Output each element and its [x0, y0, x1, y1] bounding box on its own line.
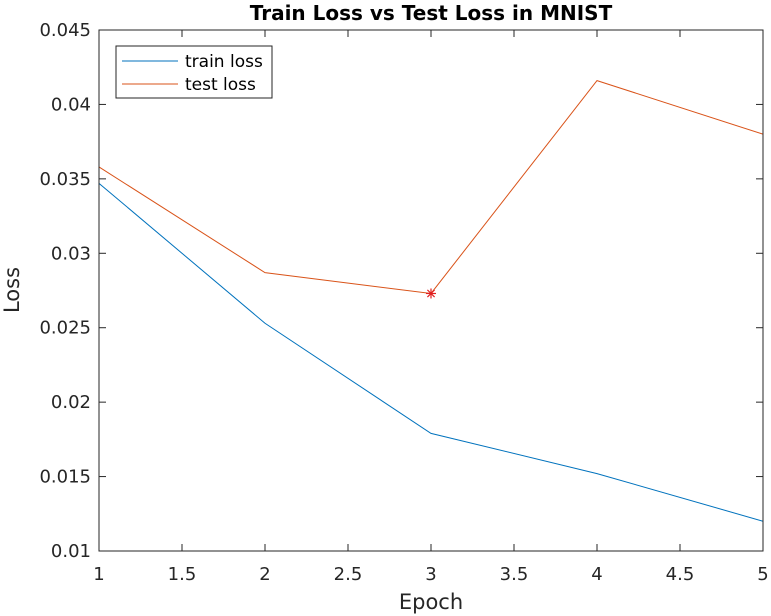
legend-label-train-loss: train loss: [185, 52, 263, 72]
y-axis-label: Loss: [0, 267, 24, 313]
legend-label-test-loss: test loss: [185, 75, 256, 95]
tick-labels: 1 1.5 2 2.5 3 3.5 4 4.5 5 0.01 0.015 0.02 0.025 0.03 0…: [39, 20, 768, 585]
x-tick-label: 1.5: [168, 564, 197, 585]
y-tick-label: 0.025: [39, 318, 91, 339]
x-tick-label: 2: [259, 564, 270, 585]
y-tick-label: 0.035: [39, 169, 91, 190]
legend: train loss test loss: [115, 45, 273, 99]
x-tick-label: 3.5: [500, 564, 529, 585]
x-tick-label: 3: [425, 564, 436, 585]
y-tick-label: 0.02: [51, 392, 91, 413]
series-line-train-loss: [98, 182, 764, 522]
y-tick-label: 0.04: [51, 94, 91, 115]
plot-frame: [98, 29, 764, 552]
x-tick-label: 2.5: [334, 564, 363, 585]
x-axis-label: Epoch: [399, 590, 463, 614]
x-tick-label: 4.5: [666, 564, 695, 585]
x-tick-label: 5: [757, 564, 768, 585]
chart-title: Train Loss vs Test Loss in MNIST: [250, 1, 613, 25]
x-tick-label: 1: [93, 564, 104, 585]
y-tick-label: 0.045: [39, 20, 91, 41]
markers: [426, 288, 436, 299]
min-test-loss-marker: [426, 288, 436, 299]
y-tick-label: 0.015: [39, 467, 91, 488]
legend-box: [115, 45, 273, 99]
y-tick-label: 0.03: [51, 243, 91, 264]
y-tick-label: 0.01: [51, 541, 91, 562]
x-tick-label: 4: [591, 564, 602, 585]
